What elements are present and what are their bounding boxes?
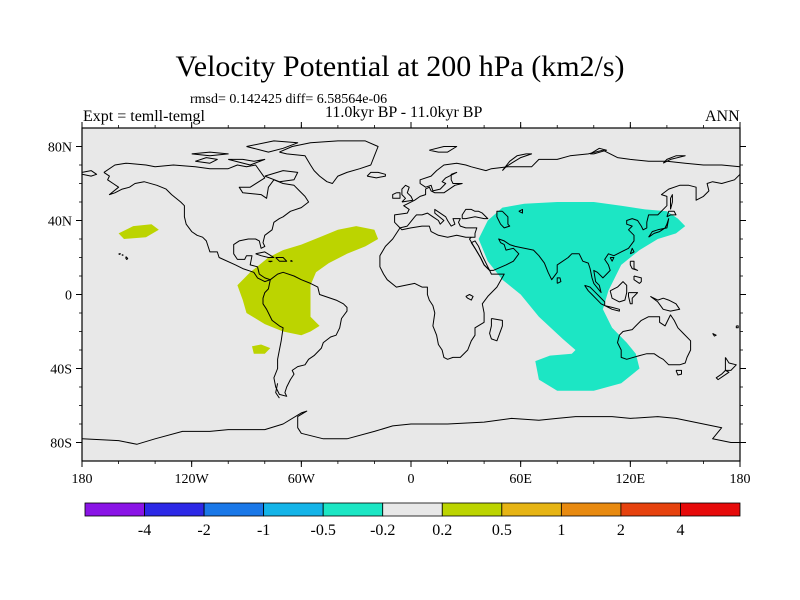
coastline-27 xyxy=(489,318,503,342)
colorbar-label: 1 xyxy=(557,522,565,539)
coastline-45 xyxy=(518,208,523,214)
coastline-26 xyxy=(268,260,273,263)
coastline-25 xyxy=(290,260,293,262)
coastline-38 xyxy=(648,218,670,238)
coastline-11 xyxy=(715,369,730,381)
coastline-23 xyxy=(255,251,275,258)
coastline-5 xyxy=(379,227,505,360)
lat-tick-label: 80S xyxy=(50,437,72,452)
coastline-40 xyxy=(670,194,673,210)
coastline-6 xyxy=(489,173,740,294)
coastline-37 xyxy=(609,257,615,262)
coastline-8 xyxy=(617,314,692,366)
coastline-28 xyxy=(556,277,562,284)
shaded-region-atlantic-south-america-positive xyxy=(237,226,379,336)
colorbar-swatch xyxy=(203,502,265,517)
coastline-14 xyxy=(392,192,401,199)
colorbar-swatch xyxy=(560,502,622,517)
coastline-47 xyxy=(589,147,608,155)
coastline-49 xyxy=(118,253,121,255)
coastline-35 xyxy=(633,275,642,284)
colorbar-label: -0.5 xyxy=(311,522,336,539)
lon-tick-label: 60W xyxy=(288,472,316,487)
lon-tick-label: 180 xyxy=(72,472,93,487)
colorbar-label: -0.2 xyxy=(370,522,395,539)
shaded-region-south-pacific-positive xyxy=(252,344,271,354)
colorbar-label: -1 xyxy=(257,522,270,539)
coastline-1 xyxy=(262,271,348,397)
coastline-22 xyxy=(191,151,229,157)
colorbar-label: -4 xyxy=(138,522,151,539)
colorbar-swatch xyxy=(620,502,681,517)
coastline-43 xyxy=(496,210,511,229)
coastline-21 xyxy=(264,170,299,183)
map-area xyxy=(82,128,740,461)
coastline-15 xyxy=(401,184,414,203)
coastline-30 xyxy=(604,305,620,312)
colorbar-swatch xyxy=(322,502,384,517)
colorbar-label: 0.5 xyxy=(492,522,512,539)
plot-title: Velocity Potential at 200 hPa (km2/s) xyxy=(175,50,625,83)
coastline-51 xyxy=(125,256,129,260)
coastline-41 xyxy=(502,153,533,171)
coastline-18 xyxy=(246,140,299,153)
colorbar-swatch xyxy=(144,502,205,517)
lon-tick-label: 120E xyxy=(616,472,646,487)
colorbar-swatch xyxy=(382,502,443,517)
coastline-13 xyxy=(275,383,280,399)
lon-tick-label: 180 xyxy=(730,472,751,487)
lat-tick-label: 80N xyxy=(48,141,72,156)
coastline-16 xyxy=(366,171,386,179)
map-axes: 80N 40N 0 40S 80S 180 120W 60W 0 60E 120E 180 xyxy=(48,122,751,487)
lat-tick-label: 40S xyxy=(50,363,72,378)
coastline-42 xyxy=(429,146,458,153)
coastline-7 xyxy=(470,240,491,271)
experiment-label: Expt = temll-temgl xyxy=(83,108,205,125)
coastline-48 xyxy=(662,155,686,164)
colorbar-label: 4 xyxy=(676,522,684,539)
coastline-36 xyxy=(629,247,635,255)
colorbar-swatch xyxy=(263,502,324,517)
coastline-44 xyxy=(461,208,489,220)
coastline-20 xyxy=(228,158,266,166)
coastline-10 xyxy=(724,357,737,371)
coastline-17 xyxy=(279,140,379,184)
coastline-4 xyxy=(399,208,478,238)
colorbar-label: 0.2 xyxy=(432,522,452,539)
coastline-34 xyxy=(629,260,639,271)
lon-tick-label: 120W xyxy=(175,472,210,487)
lat-tick-label: 40N xyxy=(48,215,72,230)
coastline-9 xyxy=(675,369,682,376)
lat-tick-label: 0 xyxy=(65,289,72,304)
colorbar-swatch xyxy=(441,502,503,517)
colorbar-label: -2 xyxy=(197,522,210,539)
lon-tick-label: 60E xyxy=(509,472,532,487)
stats-label: rmsd= 0.142425 diff= 6.58564e-06 xyxy=(190,92,388,107)
coastline-52 xyxy=(735,325,739,329)
coastline-0 xyxy=(103,162,310,283)
shaded-region-central-pacific-positive xyxy=(118,224,159,239)
colorbar-swatch xyxy=(680,502,741,517)
coastline-53 xyxy=(712,332,717,337)
colorbar-swatch xyxy=(501,502,562,517)
coastline-19 xyxy=(195,157,218,164)
season-label: ANN xyxy=(705,108,740,125)
coastline-46 xyxy=(465,294,474,301)
map-background xyxy=(82,128,740,461)
colorbar-label: 2 xyxy=(617,522,625,539)
coastline-12 xyxy=(82,410,740,445)
period-label: 11.0kyr BP - 11.0kyr BP xyxy=(325,104,483,121)
coastline-39 xyxy=(666,210,677,218)
colorbar: -4 -2 -1 -0.5 -0.2 0.2 0.5 1 2 4 xyxy=(84,502,741,539)
coastline-31 xyxy=(609,281,628,303)
coastline-50 xyxy=(121,254,124,256)
coastline-32 xyxy=(628,292,639,305)
coastline-33 xyxy=(650,295,681,312)
lon-tick-label: 0 xyxy=(408,472,415,487)
coastline-3 xyxy=(82,170,98,177)
coastline-24 xyxy=(275,257,288,262)
colorbar-swatch xyxy=(84,502,145,517)
